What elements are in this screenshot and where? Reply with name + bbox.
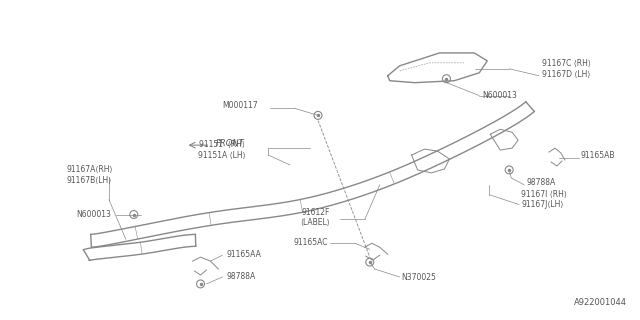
Text: FRONT: FRONT bbox=[216, 139, 244, 148]
Text: M000117: M000117 bbox=[223, 101, 259, 110]
Text: 91167C ⟨RH⟩
91167D ⟨LH⟩: 91167C ⟨RH⟩ 91167D ⟨LH⟩ bbox=[542, 59, 591, 78]
Text: 91165AA: 91165AA bbox=[227, 250, 261, 259]
Text: N370025: N370025 bbox=[402, 274, 436, 283]
Text: 91612F
⟨LABEL⟩: 91612F ⟨LABEL⟩ bbox=[300, 208, 330, 227]
Text: 91167I ⟨RH⟩
91167J⟨LH⟩: 91167I ⟨RH⟩ 91167J⟨LH⟩ bbox=[521, 190, 567, 209]
Text: 91167A⟨RH⟩
91167B⟨LH⟩: 91167A⟨RH⟩ 91167B⟨LH⟩ bbox=[66, 165, 113, 185]
Text: 91151  ⟨RH⟩
91151A ⟨LH⟩: 91151 ⟨RH⟩ 91151A ⟨LH⟩ bbox=[198, 140, 245, 160]
Text: A922001044: A922001044 bbox=[573, 298, 627, 307]
Text: 91165AC: 91165AC bbox=[294, 238, 328, 247]
Text: 98788A: 98788A bbox=[227, 272, 255, 282]
Text: 91165AB: 91165AB bbox=[581, 150, 616, 160]
Text: N600013: N600013 bbox=[76, 210, 111, 219]
Text: 98788A: 98788A bbox=[526, 178, 556, 187]
Text: N600013: N600013 bbox=[483, 91, 517, 100]
